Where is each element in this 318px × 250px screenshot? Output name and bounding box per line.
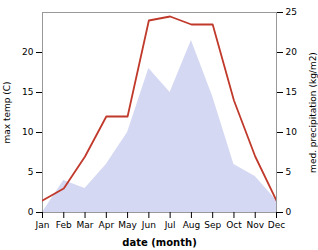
svg-text:0: 0 — [28, 207, 34, 217]
svg-text:20: 20 — [286, 47, 298, 57]
svg-text:25: 25 — [286, 7, 297, 17]
svg-text:Jun: Jun — [141, 220, 156, 230]
svg-text:15: 15 — [286, 87, 297, 97]
svg-text:5: 5 — [28, 167, 34, 177]
svg-text:Jul: Jul — [164, 220, 176, 230]
svg-text:Oct: Oct — [226, 220, 242, 230]
svg-text:Apr: Apr — [99, 220, 115, 230]
svg-text:Feb: Feb — [56, 220, 72, 230]
svg-text:Jan: Jan — [35, 220, 50, 230]
svg-text:5: 5 — [286, 167, 292, 177]
svg-text:Dec: Dec — [268, 220, 285, 230]
svg-text:May: May — [118, 220, 137, 230]
svg-text:15: 15 — [22, 87, 33, 97]
svg-text:Mar: Mar — [77, 220, 94, 230]
svg-text:20: 20 — [22, 47, 34, 57]
svg-text:0: 0 — [286, 207, 292, 217]
svg-text:Sep: Sep — [204, 220, 221, 230]
svg-text:Aug: Aug — [183, 220, 201, 230]
svg-text:Nov: Nov — [246, 220, 264, 230]
svg-text:date (month): date (month) — [122, 237, 196, 248]
svg-text:10: 10 — [286, 127, 298, 137]
svg-text:10: 10 — [22, 127, 34, 137]
svg-text:med. precipitation (kg/m2): med. precipitation (kg/m2) — [308, 52, 318, 173]
svg-text:max temp (C): max temp (C) — [2, 81, 12, 143]
